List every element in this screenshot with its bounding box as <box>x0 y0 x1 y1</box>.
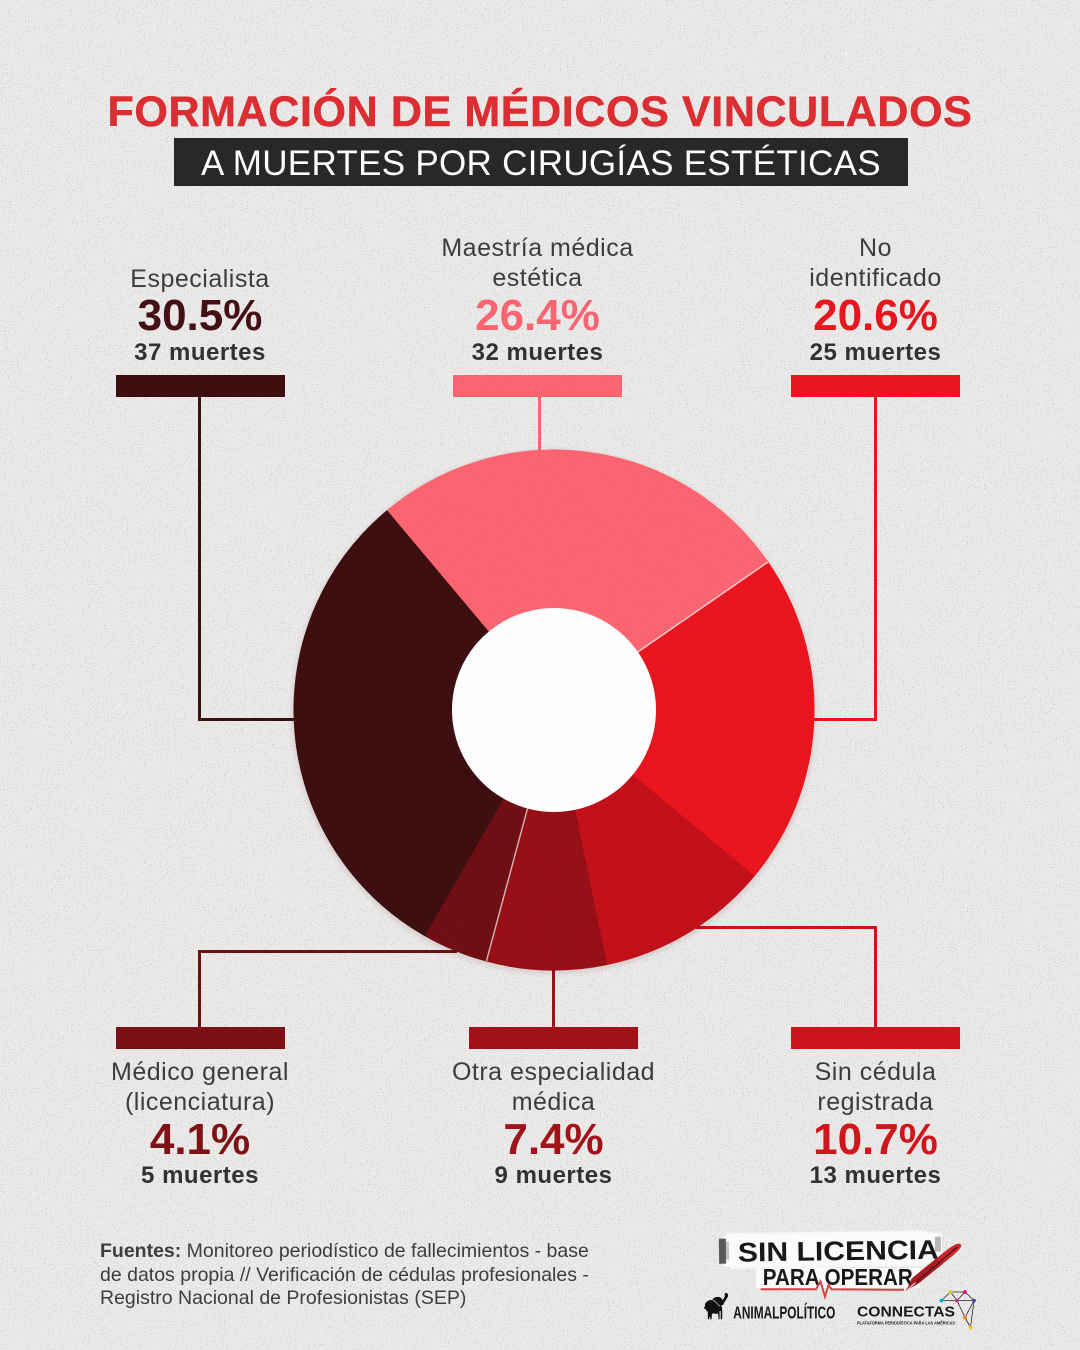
svg-text:CONNECTAS: CONNECTAS <box>857 1305 955 1321</box>
svg-text:ANIMALPOLÍTICO: ANIMALPOLÍTICO <box>733 1302 835 1323</box>
svg-text:SIN LICENCIA: SIN LICENCIA <box>738 1235 939 1268</box>
svg-text:PLATAFORMA PERIODÍSTICA PARA L: PLATAFORMA PERIODÍSTICA PARA LAS AMÉRICA… <box>857 1319 955 1326</box>
svg-text:PARA OPERAR: PARA OPERAR <box>763 1264 913 1290</box>
